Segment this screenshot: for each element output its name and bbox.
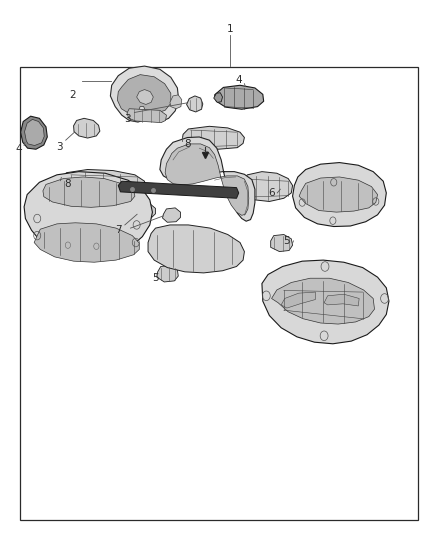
- Text: 6: 6: [268, 188, 275, 198]
- Polygon shape: [299, 177, 378, 212]
- Polygon shape: [118, 181, 239, 198]
- Text: 7: 7: [115, 225, 122, 235]
- Text: 4: 4: [15, 144, 22, 154]
- Polygon shape: [157, 265, 178, 282]
- Polygon shape: [293, 163, 386, 227]
- Polygon shape: [215, 85, 264, 109]
- Text: 8: 8: [184, 139, 191, 149]
- Text: 8: 8: [64, 179, 71, 189]
- Polygon shape: [148, 225, 244, 273]
- Text: 4: 4: [235, 75, 242, 85]
- Polygon shape: [214, 93, 223, 102]
- Polygon shape: [110, 66, 179, 122]
- Bar: [20, 67, 418, 520]
- Polygon shape: [127, 109, 166, 123]
- Polygon shape: [25, 119, 44, 146]
- Polygon shape: [74, 118, 100, 138]
- Polygon shape: [24, 172, 152, 257]
- Polygon shape: [187, 96, 203, 112]
- Polygon shape: [34, 223, 139, 262]
- Polygon shape: [271, 235, 293, 252]
- Polygon shape: [21, 116, 47, 149]
- Polygon shape: [160, 137, 255, 221]
- Polygon shape: [117, 75, 171, 114]
- Polygon shape: [162, 208, 180, 222]
- Text: 3: 3: [56, 142, 63, 151]
- Text: 2: 2: [69, 90, 76, 100]
- Polygon shape: [165, 144, 249, 215]
- Polygon shape: [43, 177, 135, 207]
- Text: 5: 5: [152, 273, 159, 283]
- Polygon shape: [239, 172, 293, 201]
- Polygon shape: [281, 292, 315, 308]
- Polygon shape: [137, 90, 153, 104]
- Polygon shape: [324, 294, 359, 306]
- Text: 1: 1: [226, 25, 233, 34]
- Polygon shape: [182, 126, 244, 149]
- Text: 3: 3: [124, 114, 131, 124]
- Polygon shape: [137, 204, 155, 219]
- Polygon shape: [272, 278, 374, 324]
- Polygon shape: [60, 169, 145, 196]
- Polygon shape: [170, 95, 182, 109]
- Text: 5: 5: [283, 236, 290, 246]
- Polygon shape: [262, 260, 389, 344]
